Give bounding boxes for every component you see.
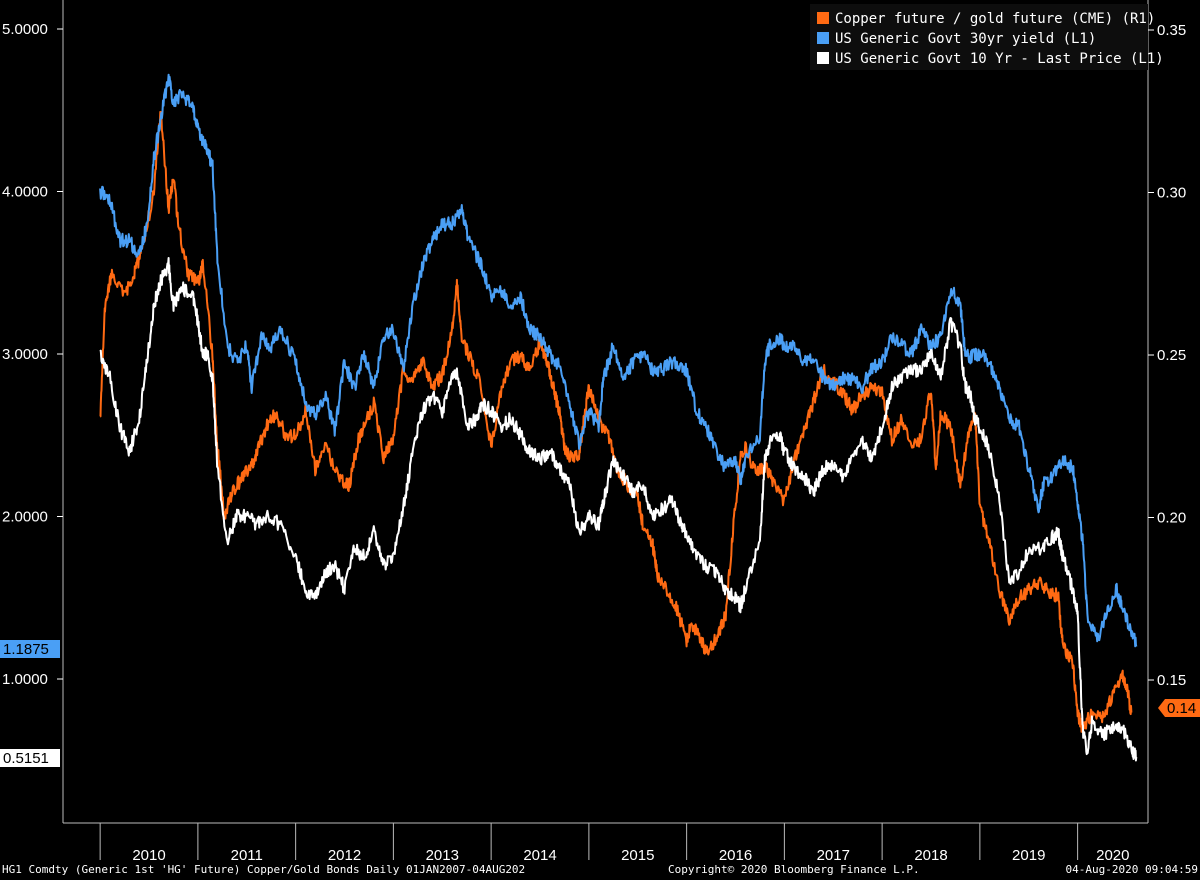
left-tick-label: 1.0000	[2, 671, 48, 688]
right-axis-ticks: 0.35 0.30 0.25 0.20 0.15	[1148, 22, 1186, 689]
series-lines	[99, 73, 1138, 762]
x-tick-label: 2018	[914, 847, 947, 864]
left-tick-label: 2.0000	[2, 509, 48, 526]
footer-timestamp: 04-Aug-2020 09:04:59	[1065, 863, 1198, 876]
x-tick-label: 2020	[1096, 847, 1129, 864]
copper-gold-line	[99, 110, 1133, 733]
last-value-badges: 1.1875 0.5151 0.14	[0, 640, 1200, 767]
x-tick-label: 2012	[328, 847, 361, 864]
badge-copper-gold-box	[1158, 699, 1200, 717]
x-tick-label: 2017	[817, 847, 850, 864]
x-tick-label: 2019	[1012, 847, 1045, 864]
x-tick-label: 2013	[426, 847, 459, 864]
badge-copper-gold-label: 0.14	[1167, 700, 1196, 717]
footer-copyright: Copyright© 2020 Bloomberg Finance L.P.	[668, 863, 920, 876]
x-tick-label: 2011	[231, 847, 263, 864]
left-tick-label: 5.0000	[2, 21, 48, 38]
right-tick-label: 0.35	[1157, 22, 1186, 39]
us10-yield-line	[99, 257, 1138, 762]
legend-box	[810, 4, 1148, 70]
x-tick-label: 2010	[132, 847, 165, 864]
legend-swatch	[817, 12, 829, 24]
legend-entry: US Generic Govt 10 Yr - Last Price (L1)	[835, 51, 1164, 67]
chart-frame	[62, 0, 1149, 824]
footer-description: HG1 Comdty (Generic 1st 'HG' Future) Cop…	[2, 863, 526, 876]
right-tick-label: 0.25	[1157, 347, 1186, 364]
x-axis-ticks: 2010 2011 2012 2013 2014 2015 2016 2017 2018 2019…	[99, 823, 1129, 864]
left-tick-label: 3.0000	[2, 346, 48, 363]
badge-us30-label: 1.1875	[3, 641, 49, 658]
legend-entry: Copper future / gold future (CME) (R1)	[835, 11, 1155, 27]
us30-yield-line	[99, 73, 1138, 648]
badge-us30-box	[0, 640, 60, 658]
left-tick-label: 4.0000	[2, 184, 48, 201]
legend-swatch	[817, 52, 829, 64]
badge-us10-label: 0.5151	[3, 750, 49, 767]
x-tick-label: 2014	[523, 847, 556, 864]
legend: Copper future / gold future (CME) (R1) US…	[810, 4, 1164, 70]
x-tick-label: 2016	[719, 847, 752, 864]
left-axis-ticks: 5.0000 4.0000 3.0000 2.0000 1.0000	[2, 21, 63, 688]
right-tick-label: 0.20	[1157, 510, 1186, 527]
right-tick-label: 0.15	[1157, 672, 1186, 689]
right-tick-label: 0.30	[1157, 185, 1186, 202]
x-tick-label: 2015	[621, 847, 654, 864]
badge-us10-box	[0, 749, 60, 767]
legend-entry: US Generic Govt 30yr yield (L1)	[835, 31, 1096, 47]
legend-swatch	[817, 32, 829, 44]
